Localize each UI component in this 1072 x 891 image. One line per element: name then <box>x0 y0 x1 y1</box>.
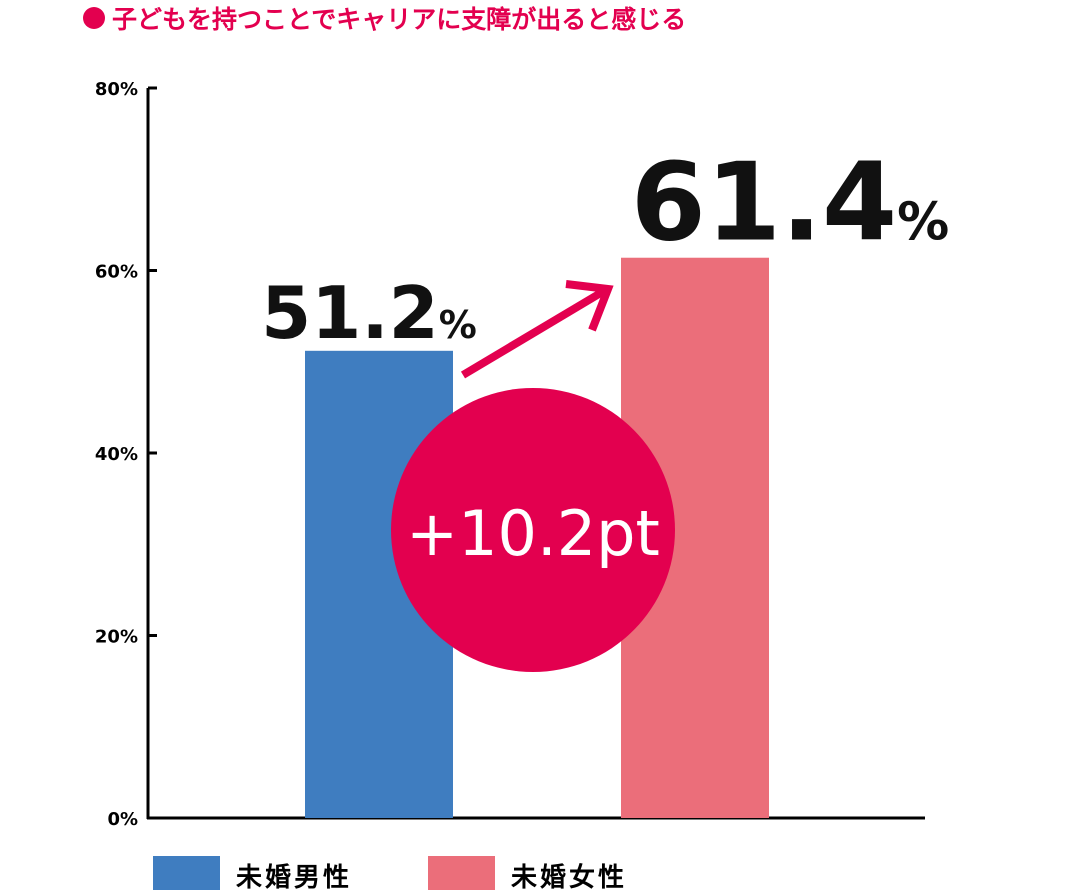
legend-label: 未婚女性 <box>511 862 627 891</box>
title-bullet <box>83 7 105 29</box>
value-unit: % <box>439 303 477 347</box>
arrow-shaft <box>460 287 607 379</box>
value-label: 51.2% <box>261 271 477 355</box>
value-number: 61.4 <box>631 141 897 266</box>
y-tick-label: 80% <box>95 79 138 100</box>
value-unit: % <box>897 193 949 253</box>
y-tick-label: 20% <box>95 627 138 648</box>
legend-swatch <box>428 856 495 890</box>
arrow-head <box>565 280 614 332</box>
y-tick-label: 40% <box>95 444 138 465</box>
legend-swatch <box>153 856 220 890</box>
y-tick-label: 60% <box>95 262 138 283</box>
annotation-circle <box>391 388 675 672</box>
legend-label: 未婚男性 <box>236 863 352 891</box>
value-number: 51.2 <box>261 271 439 355</box>
y-tick-label: 0% <box>107 809 138 830</box>
value-label: 61.4% <box>631 141 950 266</box>
chart-title: 子どもを持つことでキャリアに支障が出ると感じる <box>112 5 686 34</box>
annotation: +10.2pt <box>406 497 660 570</box>
